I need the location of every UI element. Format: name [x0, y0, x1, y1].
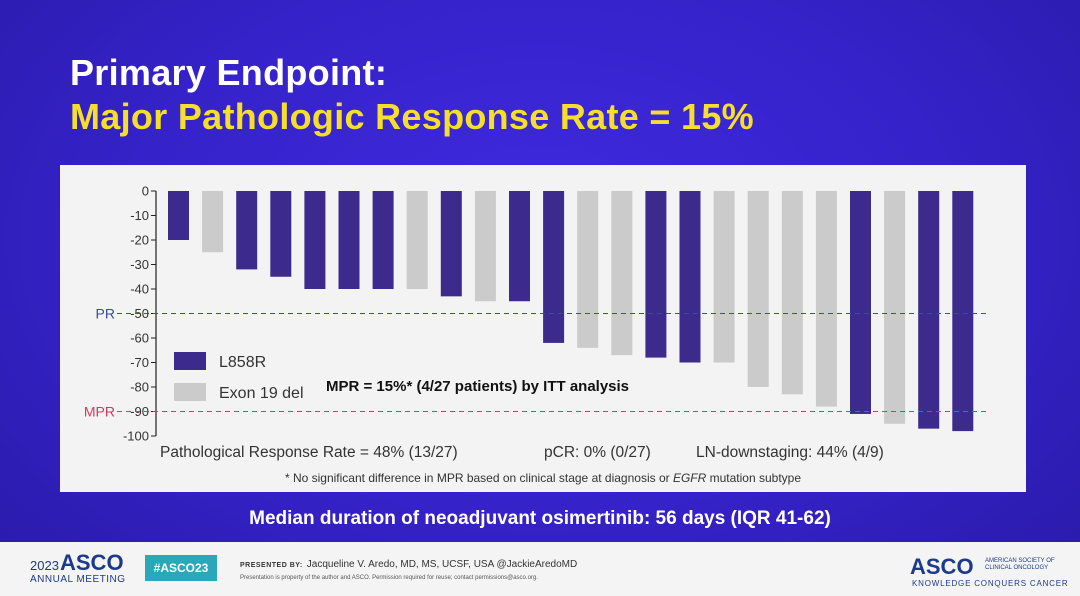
y-axis: 0-10-20-30-40-50-60-70-80-90-100 [123, 184, 157, 444]
bar-l858r [270, 191, 292, 277]
y-tick-label: -20 [130, 233, 149, 248]
median-duration-note: Median duration of neoadjuvant osimertin… [249, 508, 831, 529]
bar-exon19del [815, 191, 837, 407]
bar-exon19del [202, 191, 224, 253]
y-tick-label: -80 [130, 380, 149, 395]
legend-label: L858R [219, 354, 266, 371]
bar-l858r [440, 191, 462, 297]
bar-l858r [645, 191, 667, 358]
legend-swatch [174, 383, 206, 401]
bar-exon19del [713, 191, 735, 363]
ln-downstaging: LN-downstaging: 44% (4/9) [696, 444, 884, 461]
footer-annual-meeting: ANNUAL MEETING [30, 574, 126, 585]
bar-exon19del [577, 191, 599, 348]
title-line-1: Primary Endpoint: [70, 52, 388, 93]
ref-label-pr: PR [96, 306, 115, 322]
bar-l858r [679, 191, 701, 363]
presented-by-label: PRESENTED BY: [240, 562, 303, 569]
bar-l858r [850, 191, 871, 414]
bar-l858r [236, 191, 258, 270]
bar-l858r [543, 191, 565, 343]
bar-l858r [304, 191, 326, 289]
reference-lines: PR MPR [84, 306, 990, 420]
bar-exon19del [747, 191, 769, 387]
y-tick-label: -40 [130, 282, 149, 297]
bar-exon19del [611, 191, 633, 356]
footer-asco-logo-right: ASCO [910, 554, 974, 579]
footnote: * No significant difference in MPR based… [285, 471, 801, 485]
bar-exon19del [406, 191, 428, 289]
footnote-part-1: * No significant difference in MPR based… [285, 471, 673, 485]
mpr-annotation: MPR = 15%* (4/27 patients) by ITT analys… [326, 378, 629, 395]
y-tick-label: -70 [130, 355, 149, 370]
bar-l858r [918, 191, 940, 429]
presenter-name: Jacqueline V. Aredo, MD, MS, UCSF, USA @… [306, 559, 578, 570]
pcr-rate: pCR: 0% (0/27) [544, 444, 651, 461]
y-tick-label: -30 [130, 257, 149, 272]
pathological-response-rate: Pathological Response Rate = 48% (13/27) [160, 444, 458, 461]
footer-presenter: PRESENTED BY: Jacqueline V. Aredo, MD, MS… [240, 559, 577, 570]
y-tick-label: -10 [130, 208, 149, 223]
footer-disclaimer: Presentation is property of the author a… [240, 575, 538, 581]
y-tick-label: -60 [130, 331, 149, 346]
y-tick-label: -100 [123, 429, 149, 444]
footer-tagline: KNOWLEDGE CONQUERS CANCER [912, 579, 1069, 588]
chart-panel: 0 -10 -20 -30 -40 -50 -60 -70 -80 -90 -100 PR MPR L… [60, 165, 1026, 492]
legend-label: Exon 19 del [219, 385, 304, 402]
footer: 2023 ASCO ANNUAL MEETING #ASCO23 PRESENT… [0, 542, 1080, 596]
bar-l858r [952, 191, 974, 432]
bar-l858r [372, 191, 394, 289]
footer-year: 2023 [30, 558, 59, 573]
y-tick-label: 0 [142, 184, 149, 199]
footer-society-name: AMERICAN SOCIETY OF CLINICAL ONCOLOGY [985, 558, 1055, 571]
bar-l858r [338, 191, 360, 289]
footnote-part-2: mutation subtype [706, 471, 801, 485]
footnote-egfr: EGFR [673, 471, 707, 485]
bars [168, 191, 974, 432]
bar-exon19del [884, 191, 906, 424]
legend-swatch [174, 352, 206, 370]
bar-l858r [509, 191, 530, 302]
bar-exon19del [474, 191, 496, 302]
legend: L858R Exon 19 del [174, 352, 304, 402]
ref-label-mpr: MPR [84, 404, 115, 420]
footer-asco-logo: ASCO [60, 550, 124, 575]
title-line-2: Major Pathologic Response Rate = 15% [70, 96, 754, 137]
footer-hashtag: #ASCO23 [145, 555, 217, 581]
bar-exon19del [781, 191, 803, 395]
bar-l858r [168, 191, 189, 240]
